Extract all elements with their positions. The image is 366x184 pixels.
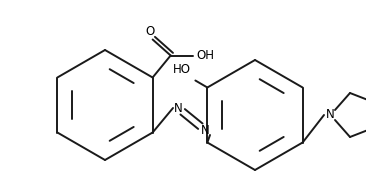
Text: N: N (173, 102, 182, 114)
Text: O: O (145, 25, 154, 38)
Text: N: N (201, 123, 209, 137)
Text: N: N (326, 109, 335, 121)
Text: OH: OH (197, 49, 214, 62)
Text: HO: HO (173, 63, 191, 76)
